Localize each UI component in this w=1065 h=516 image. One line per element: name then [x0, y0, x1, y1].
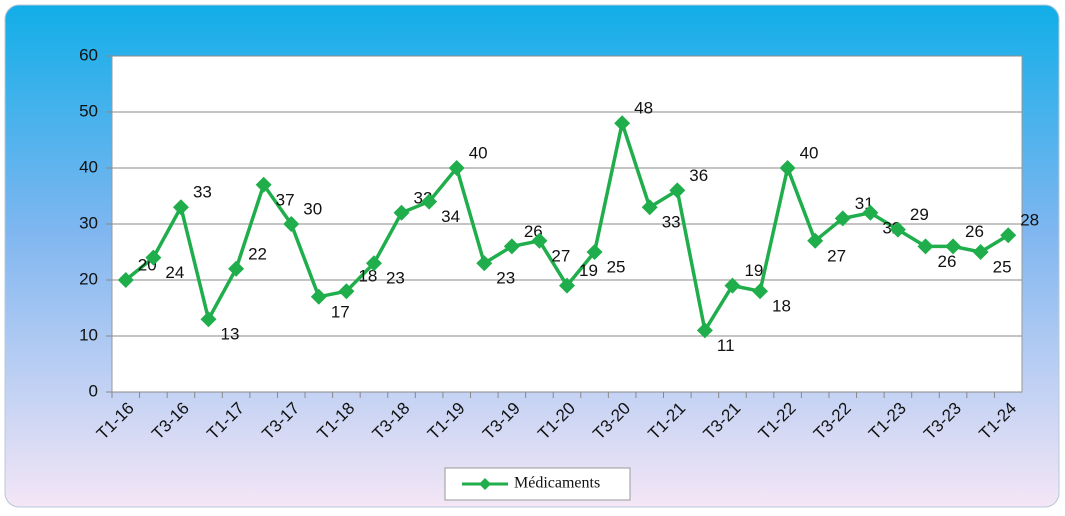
data-label: 30	[303, 199, 322, 218]
marker	[752, 283, 769, 300]
legend-marker	[479, 478, 491, 490]
y-tick-label: 50	[79, 101, 98, 120]
marker	[807, 232, 824, 249]
y-tick-label: 20	[79, 269, 98, 288]
data-label: 34	[441, 207, 460, 226]
marker	[448, 160, 465, 176]
y-tick-label: 10	[79, 325, 98, 344]
data-label: 25	[607, 257, 626, 276]
data-label: 36	[689, 166, 708, 185]
data-label: 27	[827, 246, 846, 265]
marker	[172, 199, 189, 216]
marker	[393, 204, 410, 221]
marker	[228, 260, 245, 277]
marker	[476, 255, 493, 272]
data-label: 40	[469, 143, 488, 162]
marker	[972, 244, 989, 260]
marker	[696, 322, 713, 339]
marker	[614, 115, 631, 132]
marker	[779, 160, 796, 176]
marker	[889, 221, 906, 238]
marker	[917, 238, 934, 255]
marker	[641, 199, 658, 216]
marker	[1000, 227, 1017, 244]
marker	[945, 238, 962, 255]
data-label: 28	[1020, 211, 1039, 230]
data-label: 26	[965, 222, 984, 241]
data-label: 24	[165, 263, 184, 282]
marker	[255, 176, 272, 193]
data-label: 33	[193, 183, 212, 202]
data-label: 33	[662, 213, 681, 232]
data-label: 13	[221, 325, 240, 344]
marker	[503, 238, 520, 255]
data-label: 29	[910, 205, 929, 224]
y-tick-label: 0	[89, 381, 98, 400]
data-label: 19	[579, 261, 598, 280]
data-label: 48	[634, 99, 653, 118]
marker	[145, 249, 162, 266]
data-label: 11	[717, 336, 735, 355]
data-label: 22	[248, 244, 267, 263]
marker	[310, 288, 327, 305]
data-label: 25	[993, 257, 1012, 276]
marker	[862, 204, 879, 221]
marker	[724, 277, 741, 294]
y-tick-label: 40	[79, 157, 98, 176]
data-label: 23	[386, 269, 405, 288]
marker	[117, 272, 134, 288]
data-label: 19	[744, 261, 763, 280]
marker	[283, 216, 300, 232]
marker	[586, 244, 603, 260]
marker	[559, 277, 575, 294]
marker	[421, 193, 438, 210]
marker	[531, 232, 548, 249]
data-label: 18	[772, 297, 791, 316]
marker	[365, 255, 382, 272]
data-label: 18	[358, 267, 377, 286]
y-tick-label: 30	[79, 213, 98, 232]
marker	[200, 311, 217, 328]
legend-label: Médicaments	[514, 475, 600, 492]
marker	[669, 182, 686, 199]
marker	[834, 210, 851, 227]
marker	[338, 283, 355, 300]
data-label: 40	[800, 143, 819, 162]
data-label: 26	[937, 252, 956, 271]
data-label: 17	[331, 302, 350, 321]
data-label: 23	[496, 269, 515, 288]
data-label: 27	[551, 246, 570, 265]
y-tick-label: 60	[79, 45, 98, 64]
data-label: 37	[276, 190, 295, 209]
